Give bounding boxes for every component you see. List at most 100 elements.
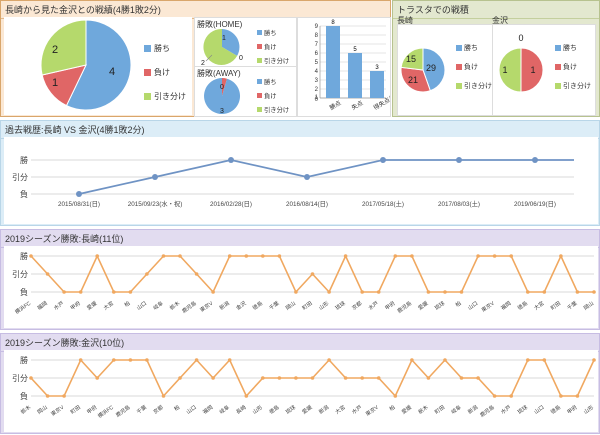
svg-text:岐阜: 岐阜	[449, 403, 463, 416]
svg-text:7: 7	[315, 42, 319, 48]
svg-text:愛媛: 愛媛	[416, 299, 430, 312]
svg-text:負: 負	[20, 391, 28, 401]
svg-text:9: 9	[315, 24, 319, 30]
svg-text:勝: 勝	[20, 251, 28, 261]
svg-text:甲府: 甲府	[69, 299, 83, 312]
svg-text:徳島: 徳島	[251, 299, 264, 312]
svg-text:琉球: 琉球	[433, 299, 447, 312]
svg-text:町田: 町田	[433, 404, 446, 416]
svg-text:2016/08/14(日): 2016/08/14(日)	[286, 200, 328, 208]
svg-text:引分: 引分	[12, 374, 28, 383]
svg-text:29: 29	[426, 63, 436, 73]
svg-text:15: 15	[406, 54, 416, 64]
svg-text:8: 8	[331, 20, 335, 26]
svg-text:水戸: 水戸	[367, 299, 380, 312]
svg-text:長崎: 長崎	[234, 403, 248, 416]
svg-text:勝点: 勝点	[328, 99, 342, 112]
svg-text:柏: 柏	[388, 403, 397, 413]
svg-text:徳島: 徳島	[267, 403, 280, 416]
svg-text:鹿児島: 鹿児島	[478, 403, 496, 419]
svg-text:負: 負	[20, 287, 28, 297]
svg-text:4: 4	[109, 66, 115, 78]
svg-text:栃木: 栃木	[19, 403, 33, 416]
svg-text:徳島: 徳島	[516, 299, 529, 312]
svg-text:新潟: 新潟	[466, 403, 479, 416]
svg-text:琉球: 琉球	[516, 403, 530, 416]
svg-text:愛媛: 愛媛	[85, 299, 99, 312]
svg-text:千葉: 千葉	[267, 299, 281, 312]
svg-text:栃木: 栃木	[416, 403, 430, 416]
svg-text:東京V: 東京V	[480, 299, 497, 314]
svg-text:水戸: 水戸	[350, 403, 363, 416]
svg-text:2016/02/28(日): 2016/02/28(日)	[210, 200, 252, 208]
svg-text:岡山: 岡山	[35, 403, 48, 416]
svg-text:京都: 京都	[151, 403, 165, 416]
svg-text:琉球: 琉球	[284, 403, 298, 416]
svg-text:21: 21	[408, 75, 418, 85]
svg-text:0: 0	[315, 97, 319, 103]
svg-text:京都: 京都	[350, 299, 364, 312]
svg-text:水戸: 水戸	[52, 299, 65, 312]
svg-text:1: 1	[502, 65, 507, 75]
svg-text:8: 8	[315, 33, 319, 39]
svg-text:東京V: 東京V	[364, 403, 381, 418]
svg-text:甲府: 甲府	[565, 403, 579, 416]
svg-text:柏: 柏	[123, 299, 132, 309]
svg-text:水戸: 水戸	[499, 403, 512, 416]
svg-text:失点: 失点	[350, 99, 364, 112]
svg-text:琉球: 琉球	[333, 299, 347, 312]
svg-text:6: 6	[315, 51, 319, 57]
svg-text:町田: 町田	[549, 300, 562, 312]
svg-text:徳島: 徳島	[549, 403, 562, 416]
svg-text:大宮: 大宮	[532, 299, 545, 312]
svg-text:甲府: 甲府	[383, 299, 397, 312]
svg-text:栃木: 栃木	[168, 299, 182, 312]
svg-text:勝: 勝	[20, 155, 28, 165]
svg-text:引分: 引分	[12, 270, 28, 279]
svg-text:金沢: 金沢	[234, 299, 248, 312]
svg-text:4: 4	[315, 69, 319, 75]
svg-text:岡山: 岡山	[284, 299, 297, 312]
svg-text:3: 3	[375, 65, 379, 71]
svg-text:山口: 山口	[184, 403, 197, 416]
svg-text:柏: 柏	[454, 299, 463, 309]
svg-text:鹿児島: 鹿児島	[114, 403, 132, 419]
svg-text:柏: 柏	[172, 403, 181, 413]
svg-text:東京V: 東京V	[198, 299, 215, 314]
svg-text:福岡: 福岡	[499, 299, 512, 312]
svg-text:2017/05/18(土): 2017/05/18(土)	[362, 199, 404, 208]
svg-text:新潟: 新潟	[218, 299, 231, 312]
svg-text:山形: 山形	[317, 299, 331, 312]
svg-text:1: 1	[222, 35, 226, 42]
svg-text:2015/08/31(日): 2015/08/31(日)	[58, 200, 100, 208]
svg-text:鹿児島: 鹿児島	[180, 299, 198, 315]
svg-text:岡山: 岡山	[582, 299, 595, 312]
svg-text:1: 1	[530, 65, 535, 75]
svg-text:千葉: 千葉	[565, 299, 579, 312]
svg-text:2019/06/19(日): 2019/06/19(日)	[514, 200, 556, 208]
svg-text:福岡: 福岡	[201, 403, 214, 416]
svg-text:負: 負	[20, 189, 28, 199]
svg-text:5: 5	[353, 47, 357, 53]
svg-text:鹿児島: 鹿児島	[395, 299, 413, 315]
svg-text:山口: 山口	[466, 299, 479, 312]
svg-text:横浜FC: 横浜FC	[96, 403, 115, 420]
svg-text:0: 0	[220, 84, 224, 91]
svg-text:0: 0	[518, 33, 523, 43]
svg-text:新潟: 新潟	[317, 403, 330, 416]
svg-text:岐阜: 岐阜	[151, 299, 165, 312]
svg-text:0: 0	[239, 55, 243, 62]
svg-text:町田: 町田	[69, 404, 82, 416]
svg-text:3: 3	[220, 108, 224, 115]
svg-text:千葉: 千葉	[135, 403, 149, 416]
svg-text:愛媛: 愛媛	[300, 403, 314, 416]
svg-text:3: 3	[315, 78, 319, 84]
svg-text:2015/09/23(水・祝): 2015/09/23(水・祝)	[128, 199, 183, 208]
svg-text:勝: 勝	[20, 355, 28, 365]
svg-text:2017/08/03(土): 2017/08/03(土)	[438, 199, 480, 208]
svg-text:引分: 引分	[12, 173, 28, 182]
svg-text:愛媛: 愛媛	[400, 403, 414, 416]
svg-text:横浜FC: 横浜FC	[13, 299, 32, 316]
svg-text:山口: 山口	[135, 299, 148, 312]
svg-text:大宮: 大宮	[333, 403, 346, 416]
